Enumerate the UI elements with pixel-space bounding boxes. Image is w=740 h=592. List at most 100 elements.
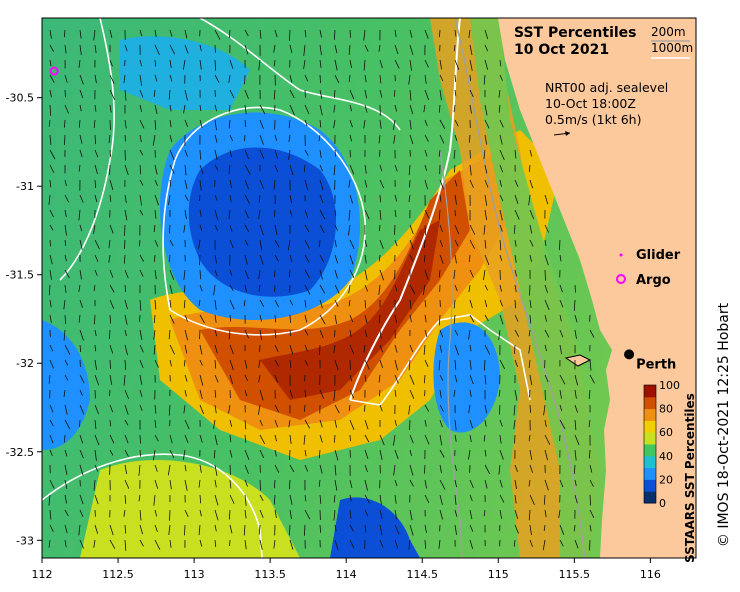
current-arrow: [304, 239, 310, 249]
current-arrow: [378, 134, 381, 144]
current-arrow: [78, 164, 81, 172]
current-arrow: [154, 119, 157, 130]
x-tick-label: 114.5: [406, 568, 438, 581]
current-arrow: [394, 239, 398, 247]
current-arrow: [274, 449, 277, 457]
colorbar-title: SSTAARS SST Percentiles: [683, 393, 697, 563]
current-arrow: [349, 104, 352, 112]
current-arrow: [544, 194, 549, 205]
current-arrow: [529, 464, 533, 473]
current-arrow: [453, 149, 456, 159]
current-arrow: [469, 344, 472, 352]
current-arrow: [169, 44, 176, 55]
current-arrow: [439, 239, 444, 247]
current-arrow: [484, 464, 491, 475]
current-arrow: [288, 269, 291, 278]
current-arrow: [499, 119, 504, 128]
current-arrow: [139, 449, 142, 457]
current-arrow: [78, 284, 81, 292]
current-arrow: [349, 59, 352, 69]
current-arrow: [484, 374, 487, 385]
current-arrow: [379, 344, 384, 353]
current-arrow: [94, 149, 99, 158]
current-arrow: [544, 314, 548, 322]
y-tick-label: -32.5: [6, 446, 34, 459]
current-arrow: [244, 329, 249, 339]
current-arrow: [109, 299, 115, 309]
current-arrow: [139, 539, 144, 547]
current-arrow: [349, 269, 355, 278]
current-arrow: [244, 29, 249, 37]
current-arrow: [259, 479, 261, 491]
current-arrow: [274, 434, 278, 442]
current-arrow: [454, 224, 460, 235]
current-arrow: [409, 479, 414, 487]
current-arrow: [214, 269, 218, 277]
contour-sealevel-south: [42, 453, 263, 558]
current-arrow: [499, 59, 502, 67]
current-arrow: [199, 359, 203, 366]
current-arrow: [94, 179, 96, 189]
current-arrow: [334, 284, 340, 294]
current-arrow: [498, 89, 501, 98]
current-arrow: [64, 359, 69, 366]
current-arrow: [364, 89, 368, 99]
current-arrow: [349, 539, 355, 549]
current-arrow: [424, 314, 427, 323]
current-arrow: [529, 149, 533, 157]
current-arrow: [124, 164, 129, 175]
current-arrow: [124, 404, 129, 415]
current-arrow: [574, 389, 577, 399]
current-arrow: [109, 524, 114, 536]
current-arrow: [49, 359, 54, 369]
current-arrow: [289, 194, 293, 204]
current-arrow: [424, 269, 429, 280]
current-arrow: [439, 29, 441, 38]
current-arrow: [468, 449, 471, 460]
current-arrow: [214, 74, 220, 83]
current-arrow: [454, 74, 457, 83]
current-arrow: [379, 164, 383, 172]
current-arrow: [139, 299, 142, 311]
current-arrow: [154, 269, 157, 280]
current-arrow: [259, 119, 264, 129]
current-arrow: [319, 209, 326, 220]
current-arrow: [229, 314, 232, 322]
current-arrow: [124, 269, 129, 279]
current-arrow: [109, 29, 113, 38]
current-arrow: [124, 119, 127, 129]
current-arrow: [304, 449, 307, 457]
current-arrow: [469, 524, 474, 532]
current-arrow: [124, 239, 126, 249]
current-arrow: [364, 404, 366, 412]
current-arrow: [289, 104, 295, 116]
current-arrow: [229, 59, 234, 69]
current-arrow: [289, 509, 292, 520]
current-arrow: [498, 464, 501, 475]
current-arrow: [289, 539, 294, 550]
current-arrow: [439, 134, 445, 144]
current-arrow: [184, 44, 189, 54]
current-arrow: [439, 494, 443, 505]
current-arrow: [589, 329, 595, 338]
current-arrow: [454, 284, 458, 292]
current-arrow: [183, 359, 186, 367]
current-arrow: [319, 164, 323, 172]
current-arrow: [154, 509, 158, 517]
current-arrow: [79, 239, 83, 250]
current-arrow: [79, 194, 84, 203]
current-arrow: [514, 479, 517, 490]
current-arrow: [499, 164, 504, 173]
current-arrow: [109, 539, 116, 549]
current-arrow: [139, 374, 143, 385]
colorbar-segment: [644, 432, 656, 445]
current-arrow: [319, 59, 322, 68]
current-arrow: [484, 254, 490, 266]
current-arrow: [499, 194, 504, 202]
current-arrow: [424, 359, 429, 367]
current-arrow: [259, 254, 264, 265]
current-arrow: [438, 269, 441, 278]
current-arrow: [544, 344, 547, 352]
current-arrow: [184, 419, 190, 430]
perth-marker: [624, 349, 635, 360]
